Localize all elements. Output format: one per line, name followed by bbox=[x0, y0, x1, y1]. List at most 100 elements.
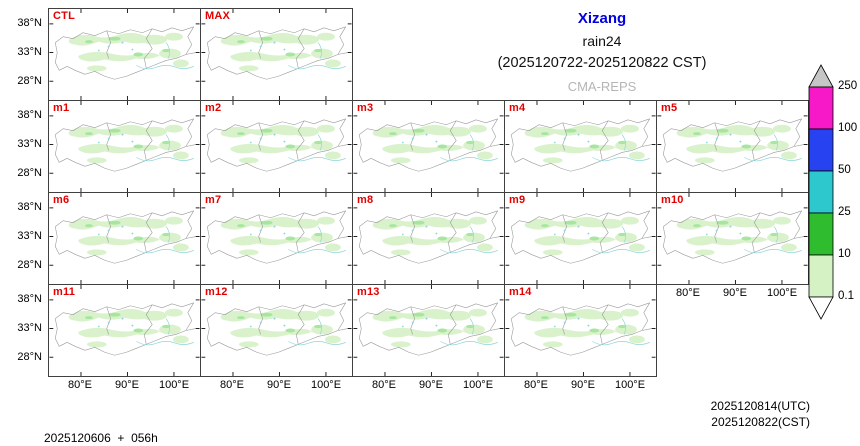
tibet-map-image bbox=[505, 193, 656, 284]
tibet-map-image bbox=[505, 285, 656, 376]
lat-tick-label: 33°N bbox=[17, 322, 42, 334]
lon-tick-label: 90°E bbox=[723, 287, 747, 299]
colorbar-segment bbox=[808, 170, 834, 214]
footer-init-times: 2025120606 + 056h 2025120614 + 056h bbox=[44, 398, 158, 446]
lon-tick-label: 90°E bbox=[267, 379, 291, 391]
map-panel-m13: m13 bbox=[352, 284, 505, 377]
lon-tick-label: 100°E bbox=[614, 379, 646, 391]
tibet-map-image bbox=[353, 101, 504, 192]
valid-period: (2025120722-2025120822 CST) bbox=[497, 55, 707, 71]
map-panel-CTL: CTL bbox=[48, 8, 201, 101]
colorbar-segment bbox=[808, 128, 834, 172]
colorbar bbox=[808, 64, 834, 320]
panel-label: CTL bbox=[53, 10, 75, 22]
tibet-map-image bbox=[353, 285, 504, 376]
lon-tick-label: 80°E bbox=[676, 287, 700, 299]
map-panel-m8: m8 bbox=[352, 192, 505, 285]
tibet-map-image bbox=[201, 101, 352, 192]
valid-time-utc: 2025120814(UTC) bbox=[710, 399, 810, 413]
tibet-map-image bbox=[201, 9, 352, 100]
tibet-map-image bbox=[657, 193, 808, 284]
figure-title-block: Xizang rain24 (2025120722-2025120822 CST… bbox=[392, 10, 812, 94]
panel-label: m2 bbox=[205, 102, 222, 114]
map-panel-m2: m2 bbox=[200, 100, 353, 193]
panel-label: MAX bbox=[205, 10, 231, 22]
lon-tick-label: 80°E bbox=[372, 379, 396, 391]
map-panel-m6: m6 bbox=[48, 192, 201, 285]
map-panel-m11: m11 bbox=[48, 284, 201, 377]
colorbar-level-label: 25 bbox=[838, 206, 851, 218]
tibet-map-image bbox=[201, 285, 352, 376]
lat-tick-label: 28°N bbox=[17, 167, 42, 179]
colorbar-segment bbox=[808, 86, 834, 130]
lon-tick-label: 100°E bbox=[310, 379, 342, 391]
map-panel-m7: m7 bbox=[200, 192, 353, 285]
lon-tick-label: 80°E bbox=[524, 379, 548, 391]
init-time-1: 2025120606 + 056h bbox=[44, 431, 158, 445]
panel-label: m12 bbox=[205, 286, 228, 298]
model-name: CMA-REPS bbox=[567, 79, 637, 94]
tibet-map-image bbox=[49, 285, 200, 376]
lat-tick-label: 33°N bbox=[17, 138, 42, 150]
colorbar-level-label: 0.1 bbox=[838, 290, 854, 302]
colorbar-level-label: 100 bbox=[838, 122, 858, 134]
lon-tick-label: 90°E bbox=[571, 379, 595, 391]
tibet-map-image bbox=[353, 193, 504, 284]
lon-tick-label: 90°E bbox=[115, 379, 139, 391]
colorbar-segment bbox=[808, 254, 834, 298]
colorbar-level-label: 250 bbox=[838, 80, 858, 92]
lat-tick-label: 38°N bbox=[17, 109, 42, 121]
map-panel-m3: m3 bbox=[352, 100, 505, 193]
panel-label: m4 bbox=[509, 102, 526, 114]
panel-label: m13 bbox=[357, 286, 380, 298]
region-title: Xizang bbox=[577, 10, 627, 27]
tibet-map-image bbox=[657, 101, 808, 192]
lat-tick-label: 33°N bbox=[17, 230, 42, 242]
colorbar-level-label: 50 bbox=[838, 164, 851, 176]
tibet-map-image bbox=[201, 193, 352, 284]
tibet-map-image bbox=[49, 101, 200, 192]
valid-time-cst: 2025120822(CST) bbox=[711, 415, 810, 429]
map-panel-m5: m5 bbox=[656, 100, 809, 193]
panel-label: m7 bbox=[205, 194, 222, 206]
tibet-map-image bbox=[49, 9, 200, 100]
lon-tick-label: 100°E bbox=[766, 287, 798, 299]
map-panel-m12: m12 bbox=[200, 284, 353, 377]
footer-valid-times: 2025120814(UTC) 2025120822(CST) bbox=[711, 398, 810, 430]
lon-tick-label: 90°E bbox=[419, 379, 443, 391]
panel-label: m11 bbox=[53, 286, 76, 298]
panel-label: m6 bbox=[53, 194, 70, 206]
map-panel-m9: m9 bbox=[504, 192, 657, 285]
panel-label: m14 bbox=[509, 286, 532, 298]
lat-tick-label: 28°N bbox=[17, 259, 42, 271]
lat-tick-label: 38°N bbox=[17, 293, 42, 305]
lat-tick-label: 38°N bbox=[17, 201, 42, 213]
colorbar-lower-arrow bbox=[808, 296, 834, 320]
lat-tick-label: 28°N bbox=[17, 351, 42, 363]
colorbar-level-label: 10 bbox=[838, 248, 851, 260]
map-panel-m4: m4 bbox=[504, 100, 657, 193]
map-panel-m1: m1 bbox=[48, 100, 201, 193]
map-panel-m14: m14 bbox=[504, 284, 657, 377]
lat-tick-label: 33°N bbox=[17, 46, 42, 58]
panel-label: m5 bbox=[661, 102, 678, 114]
map-panel-MAX: MAX bbox=[200, 8, 353, 101]
map-panel-m10: m10 bbox=[656, 192, 809, 285]
lon-tick-label: 80°E bbox=[220, 379, 244, 391]
lon-tick-label: 100°E bbox=[462, 379, 494, 391]
tibet-map-image bbox=[505, 101, 656, 192]
lat-tick-label: 38°N bbox=[17, 17, 42, 29]
lat-tick-label: 28°N bbox=[17, 75, 42, 87]
panel-label: m10 bbox=[661, 194, 684, 206]
lon-tick-label: 100°E bbox=[158, 379, 190, 391]
panel-label: m1 bbox=[53, 102, 70, 114]
variable-title: rain24 bbox=[582, 33, 622, 49]
tibet-map-image bbox=[49, 193, 200, 284]
panel-label: m8 bbox=[357, 194, 374, 206]
panel-label: m3 bbox=[357, 102, 374, 114]
colorbar-upper-arrow bbox=[808, 64, 834, 88]
lon-tick-label: 80°E bbox=[68, 379, 92, 391]
panel-label: m9 bbox=[509, 194, 526, 206]
colorbar-segment bbox=[808, 212, 834, 256]
